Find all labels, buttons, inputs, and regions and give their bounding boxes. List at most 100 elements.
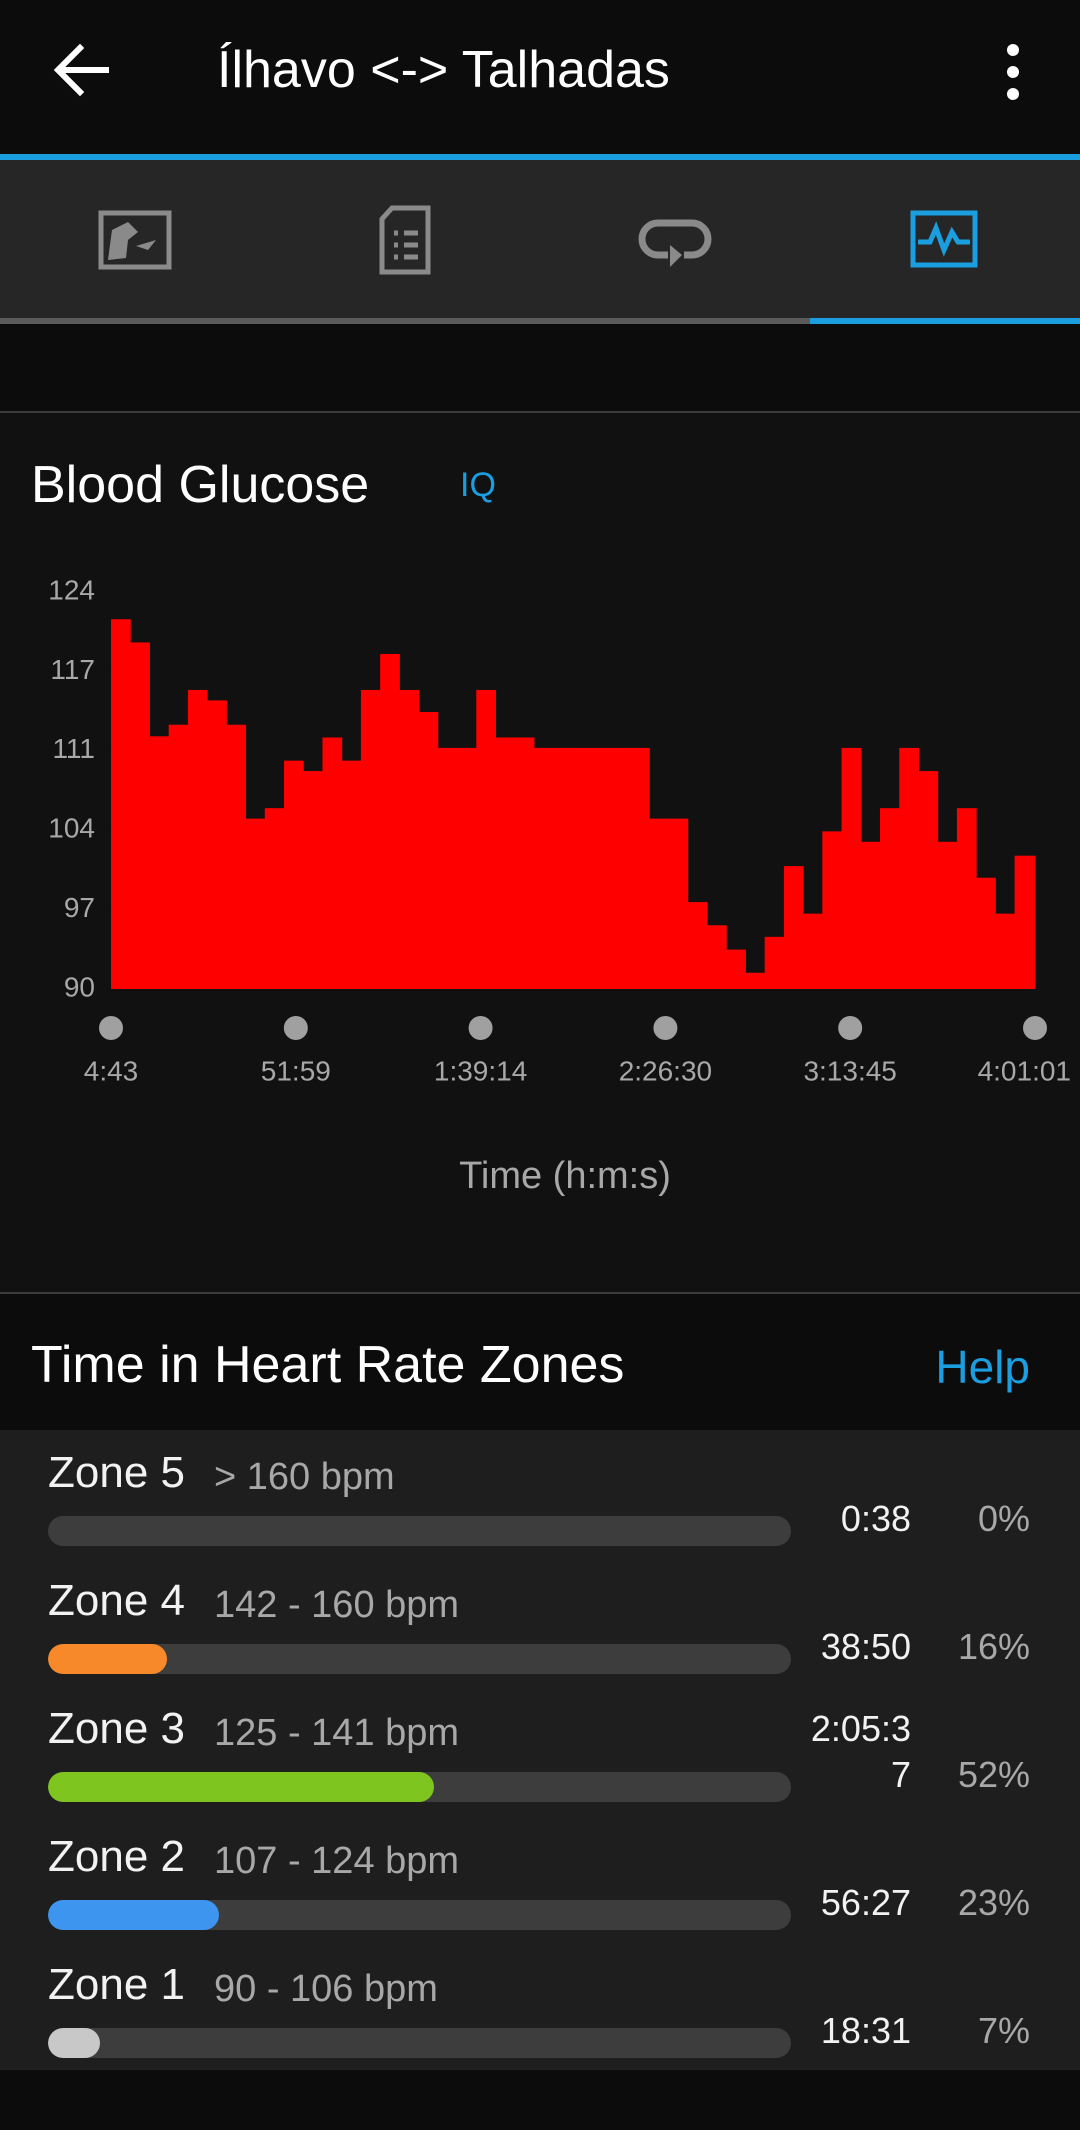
y-tick-label: 124	[48, 574, 95, 605]
zone-time: 2:05:37	[810, 1708, 911, 1795]
zone-range: 125 - 141 bpm	[214, 1712, 460, 1754]
bar	[803, 913, 823, 989]
zone-range: 142 - 160 bpm	[214, 1584, 460, 1626]
zone-track	[48, 1516, 791, 1546]
map-tab[interactable]	[98, 210, 172, 270]
divider	[0, 1292, 1080, 1294]
bar	[168, 724, 189, 989]
bar	[591, 747, 612, 989]
bar	[1014, 855, 1036, 989]
x-tick-label: 4:43	[84, 1055, 139, 1086]
bar	[130, 642, 150, 989]
bar	[341, 760, 362, 989]
x-tick-dot	[838, 1016, 863, 1040]
bar	[745, 972, 766, 989]
bar	[226, 724, 247, 989]
bar	[764, 936, 785, 989]
bar	[976, 877, 996, 989]
zone-name: Zone 4	[48, 1576, 185, 1625]
x-tick-label: 51:59	[261, 1055, 331, 1086]
zone-row: Zone 1 90 - 106 bpm 18:31 7%	[0, 1960, 1080, 2088]
x-tick-label: 3:13:45	[803, 1055, 896, 1086]
zone-track	[48, 1900, 791, 1930]
bar	[284, 760, 304, 989]
bar	[380, 654, 400, 989]
x-tick-dot	[1023, 1016, 1047, 1040]
bar	[399, 689, 420, 989]
bar	[649, 818, 670, 989]
bar	[995, 913, 1016, 989]
x-tick-dot	[468, 1016, 493, 1040]
zone-percent: 7%	[977, 2010, 1030, 2051]
bar	[668, 818, 689, 989]
zone-percent: 16%	[957, 1626, 1030, 1667]
glucose-chart: 90 97 104 111 117 124 4:43 51:59 1:39:14 2:26:30 3…	[48, 574, 1071, 1197]
zone-percent: 23%	[957, 1882, 1030, 1923]
page-title: Ílhavo <-> Talhadas	[217, 41, 670, 99]
iq-badge[interactable]: IQ	[460, 466, 496, 504]
zone-time: 0:38	[840, 1498, 911, 1539]
zone-time: 38:50	[820, 1626, 911, 1667]
menu-button[interactable]	[998, 42, 1028, 102]
x-tick-label: 4:01:01	[978, 1055, 1071, 1086]
section-title: Time in Heart Rate Zones	[31, 1336, 625, 1394]
zone-range: 107 - 124 bpm	[214, 1840, 460, 1882]
bar	[187, 689, 208, 989]
x-tick-dot	[653, 1016, 678, 1040]
zone-name: Zone 5	[48, 1448, 185, 1497]
bar	[899, 747, 919, 989]
details-tab[interactable]	[378, 205, 432, 275]
zone-bar	[48, 1772, 435, 1802]
zone-track	[48, 1644, 791, 1674]
y-tick-label: 104	[48, 813, 95, 844]
bar	[572, 747, 593, 989]
x-tick-dot	[283, 1016, 308, 1040]
y-tick-label: 97	[64, 892, 95, 923]
bar	[841, 747, 862, 989]
bar	[783, 866, 804, 989]
zone-row: Zone 3 125 - 141 bpm 2:05:37 52%	[0, 1704, 1080, 1832]
charts-tab[interactable]	[910, 210, 978, 268]
zone-name: Zone 2	[48, 1832, 185, 1881]
bar	[495, 737, 516, 989]
chart-title: Blood Glucose	[31, 456, 370, 514]
zone-name: Zone 1	[48, 1960, 185, 2009]
bar	[822, 831, 843, 989]
zone-bar	[48, 1900, 219, 1930]
bar	[956, 808, 977, 989]
bar	[687, 902, 708, 989]
help-link[interactable]: Help	[935, 1341, 1030, 1393]
zone-track	[48, 1772, 791, 1802]
x-tick-dot	[99, 1016, 123, 1040]
x-tick-label: 2:26:30	[619, 1055, 712, 1086]
bar	[437, 747, 458, 989]
y-tick-label: 117	[50, 654, 95, 685]
back-button[interactable]	[50, 40, 116, 100]
bar	[937, 841, 958, 989]
laps-tab[interactable]	[638, 215, 712, 269]
app-bar	[0, 0, 1080, 155]
zone-row: Zone 5 > 160 bpm 0:38 0%	[0, 1448, 1080, 1576]
zone-row: Zone 4 142 - 160 bpm 38:50 16%	[0, 1576, 1080, 1704]
bar	[245, 818, 266, 989]
bar	[207, 700, 227, 989]
y-tick-label: 111	[52, 733, 95, 764]
y-tick-label: 90	[64, 971, 95, 1002]
bar	[111, 619, 131, 989]
bar	[514, 737, 535, 989]
bar	[360, 689, 381, 989]
zone-track	[48, 2028, 791, 2058]
accent-line	[0, 154, 1080, 160]
bar	[264, 808, 285, 989]
bar	[860, 841, 881, 989]
tab-underline	[0, 318, 810, 324]
x-tick-label: 1:39:14	[434, 1055, 527, 1086]
bar	[533, 747, 554, 989]
bar	[726, 949, 746, 989]
x-axis-label: Time (h:m:s)	[459, 1155, 671, 1197]
tab-indicator	[810, 318, 1080, 324]
zone-bar	[48, 2028, 100, 2058]
bar	[418, 711, 439, 989]
zone-time: 56:27	[820, 1882, 911, 1923]
